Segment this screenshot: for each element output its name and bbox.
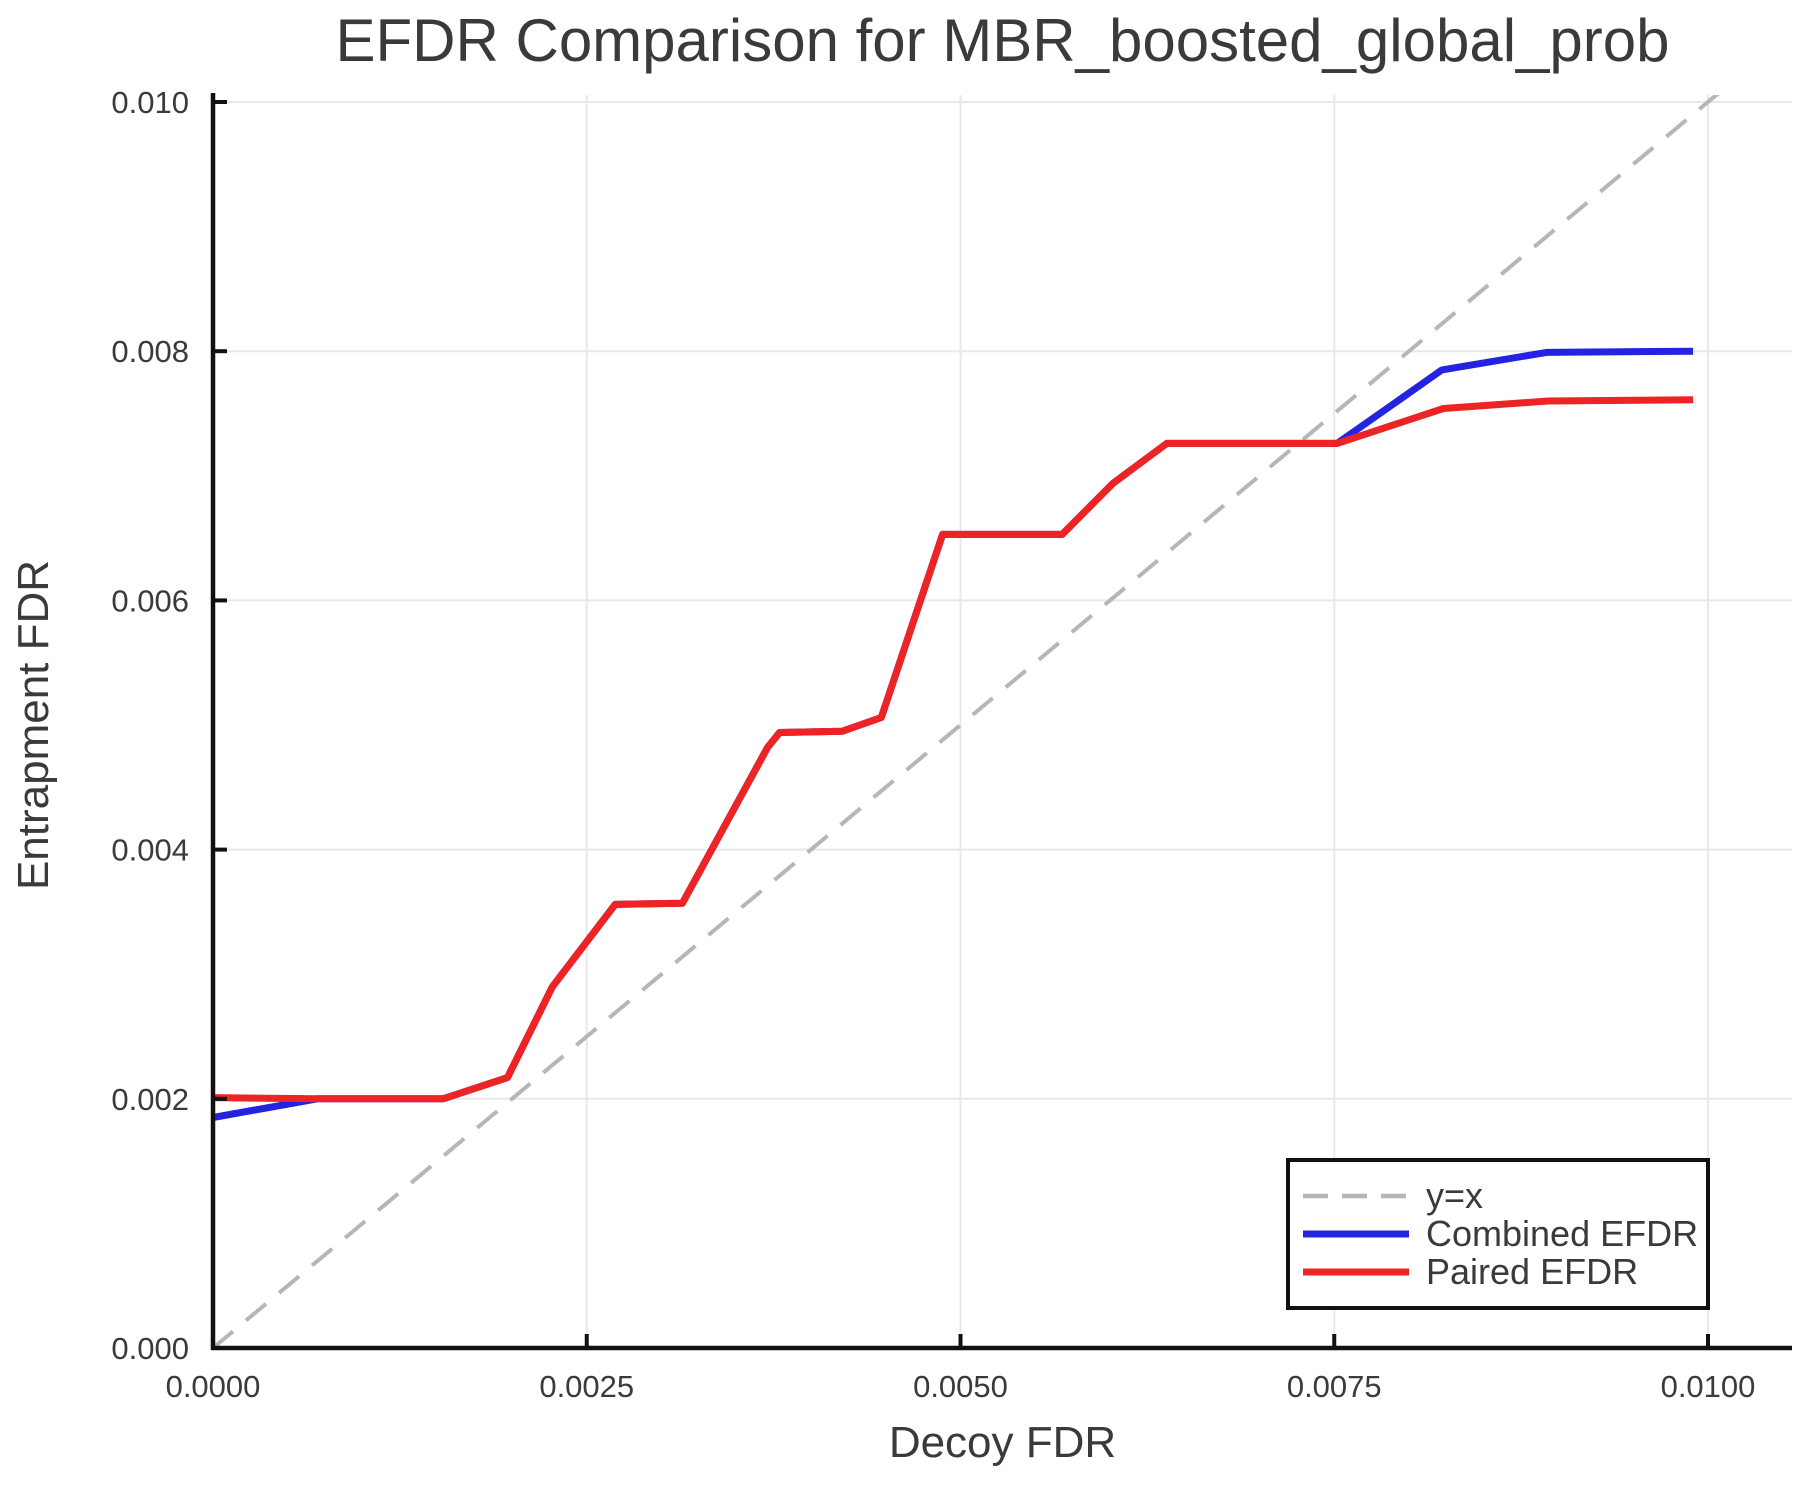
legend-label: y=x (1426, 1175, 1484, 1216)
dashed-line-icon (1303, 1193, 1409, 1199)
legend-label: Combined EFDR (1426, 1213, 1699, 1254)
y-tick-label: 0.002 (111, 1082, 189, 1117)
chart-title: EFDR Comparison for MBR_boosted_global_p… (335, 7, 1670, 74)
x-tick-label: 0.0050 (913, 1369, 1008, 1404)
legend: y=x Combined EFDR Paired EFDR (1286, 1158, 1710, 1310)
x-tick-label: 0.0075 (1287, 1369, 1382, 1404)
red-line-icon (1303, 1268, 1409, 1276)
y-tick-label: 0.000 (111, 1331, 189, 1366)
x-axis-label: Decoy FDR (888, 1418, 1117, 1467)
blue-line-icon (1303, 1230, 1409, 1238)
series-y-x (211, 95, 1720, 1350)
x-tick-label: 0.0000 (166, 1369, 261, 1404)
y-tick-label: 0.006 (111, 583, 189, 618)
x-tick-label: 0.0025 (539, 1369, 634, 1404)
y-tick-label: 0.008 (111, 334, 189, 369)
legend-row: y=x (1300, 1177, 1706, 1215)
legend-row: Paired EFDR (1300, 1253, 1706, 1291)
y-tick-label: 0.004 (111, 833, 189, 868)
legend-row: Combined EFDR (1300, 1215, 1706, 1253)
series-combined-efdr (212, 347, 1694, 1121)
series-paired-efdr (212, 396, 1694, 1103)
y-tick-label: 0.010 (111, 85, 189, 120)
x-tick-label: 0.0100 (1661, 1369, 1756, 1404)
legend-label: Paired EFDR (1426, 1251, 1639, 1292)
